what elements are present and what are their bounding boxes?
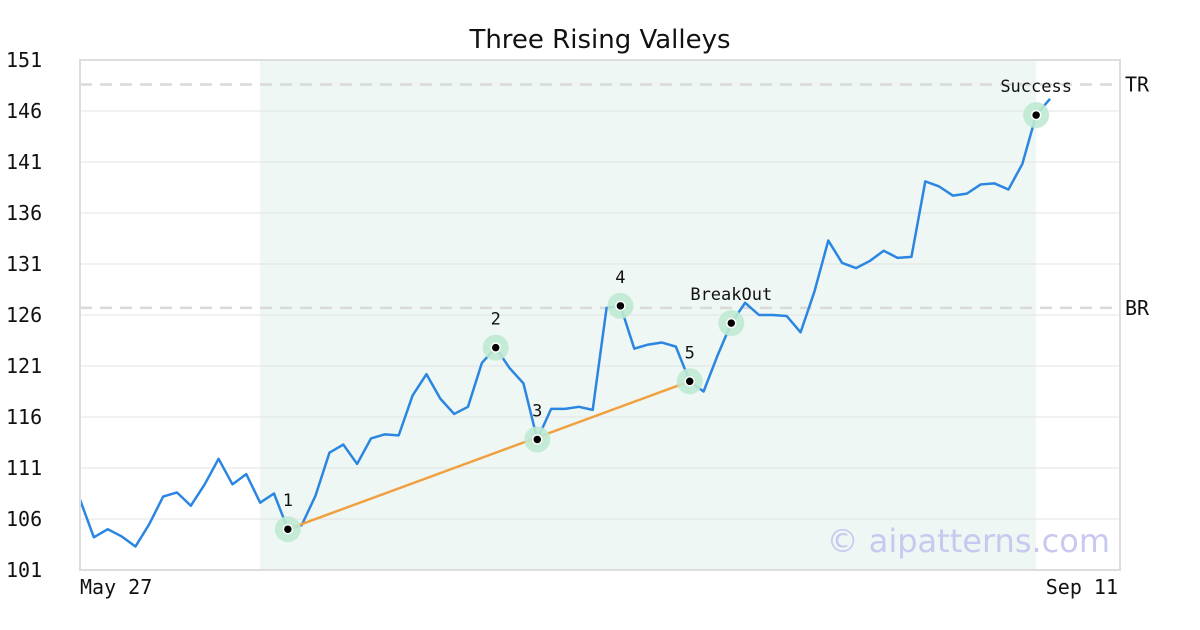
marker-point-1	[282, 523, 294, 535]
annotation-label-breakout: BreakOut	[690, 285, 772, 305]
y-tick-label: 121	[6, 354, 42, 378]
marker-point-3	[532, 434, 543, 445]
y-tick-label: 131	[6, 252, 42, 276]
annotation-label-4: 4	[615, 268, 625, 288]
annotation-label-5: 5	[685, 343, 695, 363]
level-label-br: BR	[1125, 296, 1150, 320]
chart-title: Three Rising Valleys	[468, 25, 730, 55]
annotation-label-success: Success	[1000, 77, 1072, 97]
marker-point-4	[615, 300, 626, 312]
y-tick-label: 146	[6, 99, 42, 123]
plot-frame	[79, 59, 1121, 571]
marker-point-5	[684, 376, 695, 387]
y-tick-label: 101	[6, 558, 42, 582]
y-tick-label: 106	[6, 507, 42, 531]
level-label-tr: TR	[1125, 72, 1150, 96]
y-tick-label: 141	[6, 150, 42, 174]
watermark: © aipatterns.com	[827, 522, 1110, 560]
y-tick-label: 126	[6, 303, 42, 327]
y-tick-label: 111	[6, 456, 42, 480]
y-tick-label: 136	[6, 201, 42, 225]
annotation-label-3: 3	[532, 401, 542, 421]
annotation-label-1: 1	[283, 491, 293, 511]
price-line	[78, 97, 1051, 548]
y-tick-label: 116	[6, 405, 42, 429]
valley-trend-line	[287, 380, 691, 531]
marker-point-2	[490, 342, 501, 353]
x-tick-label-start: May 27	[80, 575, 152, 599]
y-tick-label: 151	[6, 48, 42, 72]
annotation-label-2: 2	[491, 310, 501, 330]
marker-point-breakout	[726, 317, 737, 329]
x-tick-label-end: Sep 11	[1046, 575, 1118, 599]
marker-point-success	[1030, 109, 1042, 121]
